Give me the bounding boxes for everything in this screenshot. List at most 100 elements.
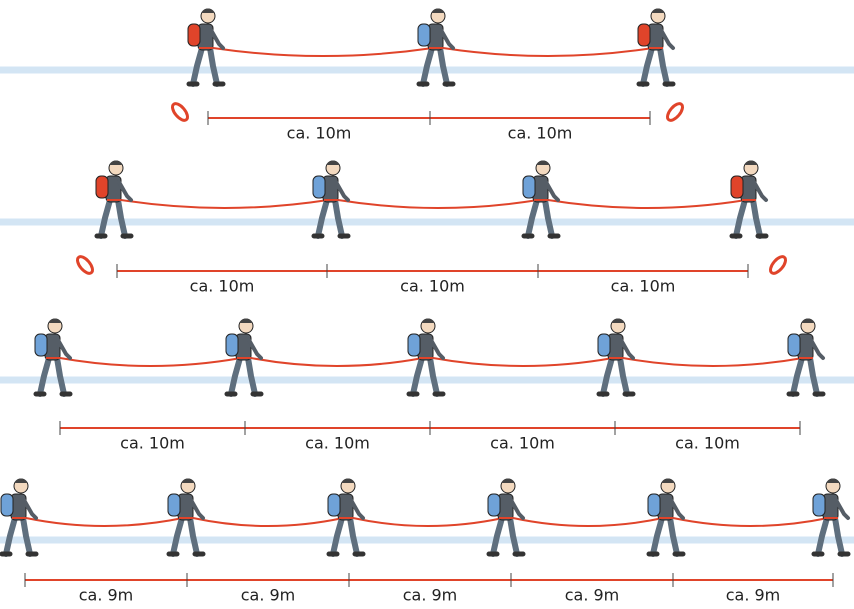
hiker-legs bbox=[170, 515, 200, 557]
hiker bbox=[326, 478, 366, 557]
hiker-arm bbox=[189, 498, 205, 520]
hiker-backpack bbox=[647, 493, 661, 517]
hiker-legs bbox=[650, 515, 680, 557]
hiker bbox=[811, 478, 851, 557]
hiker-backpack bbox=[312, 175, 326, 199]
hiker-backpack bbox=[730, 175, 744, 199]
hiker-arm bbox=[56, 338, 72, 360]
rope bbox=[352, 517, 504, 527]
hiker-arm bbox=[349, 498, 365, 520]
hiker-hat bbox=[661, 478, 675, 483]
distance-label: ca. 9m bbox=[79, 586, 134, 605]
hiker bbox=[729, 160, 769, 239]
hiker-hat bbox=[181, 478, 195, 483]
hiker bbox=[786, 318, 826, 397]
distance-label: ca. 10m bbox=[305, 434, 370, 453]
hiker-backpack bbox=[417, 23, 431, 47]
hiker-arm bbox=[439, 28, 455, 50]
rope bbox=[442, 47, 654, 57]
hiker-hat bbox=[341, 478, 355, 483]
hiker bbox=[486, 478, 526, 557]
hiker-arm bbox=[209, 28, 225, 50]
hiker-arm bbox=[834, 498, 850, 520]
rope-coil bbox=[171, 102, 189, 122]
hiker-hat bbox=[744, 160, 758, 165]
hiker bbox=[224, 318, 264, 397]
distance-label: ca. 10m bbox=[287, 124, 352, 143]
hiker-hat bbox=[611, 318, 625, 323]
hiker-backpack bbox=[187, 23, 201, 47]
hiker-hat bbox=[536, 160, 550, 165]
hiker-legs bbox=[640, 45, 670, 87]
hiker-backpack bbox=[34, 333, 48, 357]
hiker-hat bbox=[421, 318, 435, 323]
hiker-backpack bbox=[0, 493, 14, 517]
hiker-hat bbox=[201, 8, 215, 13]
hiker-legs bbox=[815, 515, 845, 557]
hiker-legs bbox=[420, 45, 450, 87]
hiker-legs bbox=[330, 515, 360, 557]
distance-label: ca. 10m bbox=[611, 277, 676, 296]
hiker-arm bbox=[117, 180, 133, 202]
rope bbox=[672, 517, 829, 527]
distance-label: ca. 10m bbox=[490, 434, 555, 453]
hiker-hat bbox=[239, 318, 253, 323]
hiker bbox=[406, 318, 446, 397]
hiker-arm bbox=[659, 28, 675, 50]
hiker-legs bbox=[37, 355, 67, 397]
hiker-arm bbox=[544, 180, 560, 202]
hiker bbox=[94, 160, 134, 239]
distance-label: ca. 10m bbox=[190, 277, 255, 296]
hiker-arm bbox=[752, 180, 768, 202]
hiker bbox=[33, 318, 73, 397]
hiker bbox=[0, 478, 39, 557]
hiker bbox=[596, 318, 636, 397]
rope bbox=[192, 517, 344, 527]
hiker-backpack bbox=[225, 333, 239, 357]
hiker-arm bbox=[429, 338, 445, 360]
hiker-hat bbox=[48, 318, 62, 323]
hiker-hat bbox=[109, 160, 123, 165]
hiker-arm bbox=[809, 338, 825, 360]
distance-label: ca. 10m bbox=[675, 434, 740, 453]
hiker-legs bbox=[733, 197, 763, 239]
hiker-legs bbox=[490, 515, 520, 557]
rope bbox=[120, 199, 329, 209]
hiker-backpack bbox=[95, 175, 109, 199]
rope bbox=[25, 517, 184, 527]
hiker-backpack bbox=[812, 493, 826, 517]
rope bbox=[547, 199, 747, 209]
hiker-backpack bbox=[522, 175, 536, 199]
hiker-legs bbox=[315, 197, 345, 239]
hiker-legs bbox=[3, 515, 33, 557]
hiker-arm bbox=[669, 498, 685, 520]
rope-coil bbox=[76, 255, 94, 275]
rope bbox=[212, 47, 434, 57]
rope bbox=[512, 517, 664, 527]
hiker-legs bbox=[600, 355, 630, 397]
hiker-arm bbox=[334, 180, 350, 202]
rope-coil bbox=[769, 255, 787, 275]
hiker-hat bbox=[826, 478, 840, 483]
hiker-hat bbox=[651, 8, 665, 13]
hiker-arm bbox=[619, 338, 635, 360]
hiker bbox=[416, 8, 456, 87]
hiker-arm bbox=[22, 498, 38, 520]
hiker-backpack bbox=[407, 333, 421, 357]
rope bbox=[250, 357, 424, 367]
distance-label: ca. 9m bbox=[726, 586, 781, 605]
distance-label: ca. 9m bbox=[403, 586, 458, 605]
hiker-legs bbox=[228, 355, 258, 397]
rope bbox=[337, 199, 539, 209]
hiker bbox=[636, 8, 676, 87]
hiker-arm bbox=[247, 338, 263, 360]
distance-label: ca. 9m bbox=[565, 586, 620, 605]
hiker bbox=[646, 478, 686, 557]
hiker-backpack bbox=[787, 333, 801, 357]
hiker-backpack bbox=[597, 333, 611, 357]
hiker-hat bbox=[14, 478, 28, 483]
distance-label: ca. 9m bbox=[241, 586, 296, 605]
hiker-legs bbox=[190, 45, 220, 87]
hiker-hat bbox=[431, 8, 445, 13]
